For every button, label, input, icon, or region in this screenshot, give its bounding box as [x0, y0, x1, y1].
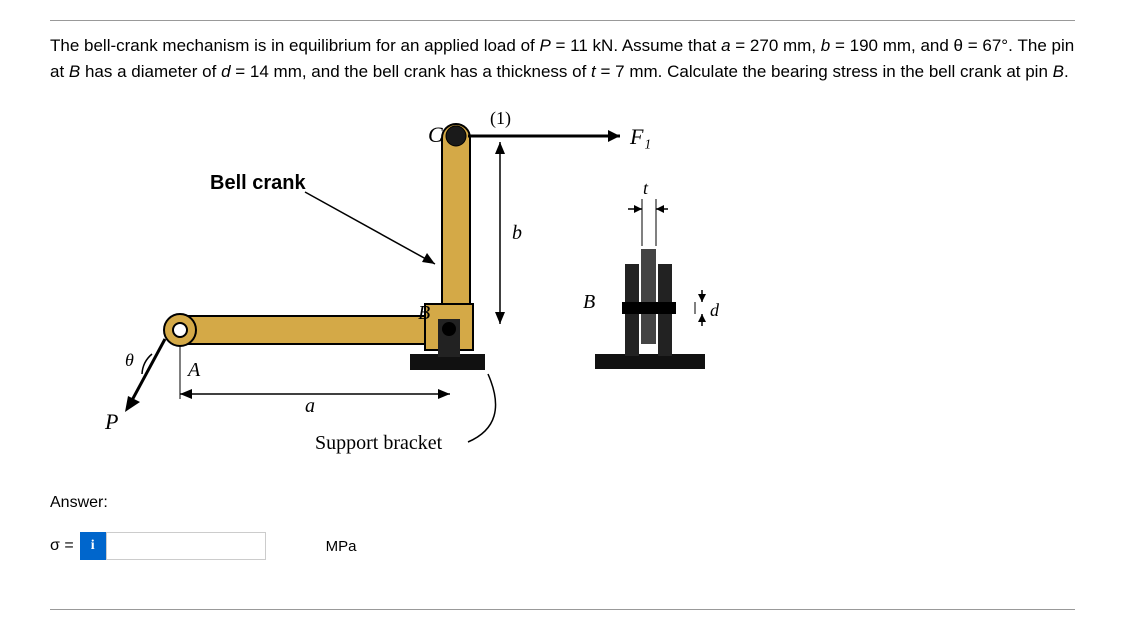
d-arrow-top-head	[698, 294, 706, 302]
t-arrow-l-head	[634, 205, 642, 213]
bell-crank-pointer	[305, 192, 435, 264]
answer-input[interactable]	[106, 532, 266, 560]
t-arrow-r-head	[656, 205, 664, 213]
diagram-svg: F₁ (1) C b B a A Bell crank Support brac…	[70, 104, 770, 484]
label-a-dim: a	[305, 395, 315, 417]
pin-c	[446, 126, 466, 146]
label-theta: θ	[125, 350, 134, 370]
label-a-pin: A	[186, 359, 201, 381]
label-t: t	[643, 178, 649, 198]
d-arrow-bot-head	[698, 314, 706, 322]
detail-base	[595, 354, 705, 369]
p-arrow-line	[130, 339, 165, 404]
label-one: (1)	[490, 108, 511, 129]
support-bracket-pointer	[468, 374, 496, 442]
answer-row: σ = i MPa	[50, 532, 1075, 560]
answer-section: Answer: σ = i MPa	[50, 494, 1075, 560]
detail-b-group: B t d	[583, 178, 720, 369]
label-b: B	[418, 302, 430, 324]
dim-b-arrow-top	[495, 142, 505, 154]
sigma-label: σ =	[50, 537, 74, 555]
detail-crank-slice	[641, 249, 656, 344]
problem-statement: The bell-crank mechanism is in equilibri…	[50, 33, 1075, 84]
label-b-dim: b	[512, 222, 522, 244]
dim-a-arrow-l	[180, 389, 192, 399]
bottom-rule	[50, 609, 1075, 610]
pin-b	[442, 322, 456, 336]
diagram: F₁ (1) C b B a A Bell crank Support brac…	[70, 104, 770, 484]
p-arrow-head	[125, 396, 140, 412]
label-support-bracket: Support bracket	[315, 432, 443, 454]
label-b-detail: B	[583, 291, 595, 313]
info-icon[interactable]: i	[80, 532, 106, 560]
pin-a-hole	[173, 323, 187, 337]
dim-b-arrow-bot	[495, 312, 505, 324]
unit-label: MPa	[326, 538, 357, 555]
label-f1: F₁	[629, 124, 651, 149]
label-c: C	[428, 122, 443, 147]
label-p: P	[104, 409, 118, 434]
label-bell-crank: Bell crank	[210, 172, 306, 194]
answer-label: Answer:	[50, 494, 1075, 512]
detail-pin	[622, 302, 676, 314]
bell-crank-pointer-head	[422, 253, 435, 264]
f1-arrow-head	[608, 130, 620, 142]
dim-a-arrow-r	[438, 389, 450, 399]
top-rule	[50, 20, 1075, 21]
label-d: d	[710, 300, 720, 320]
